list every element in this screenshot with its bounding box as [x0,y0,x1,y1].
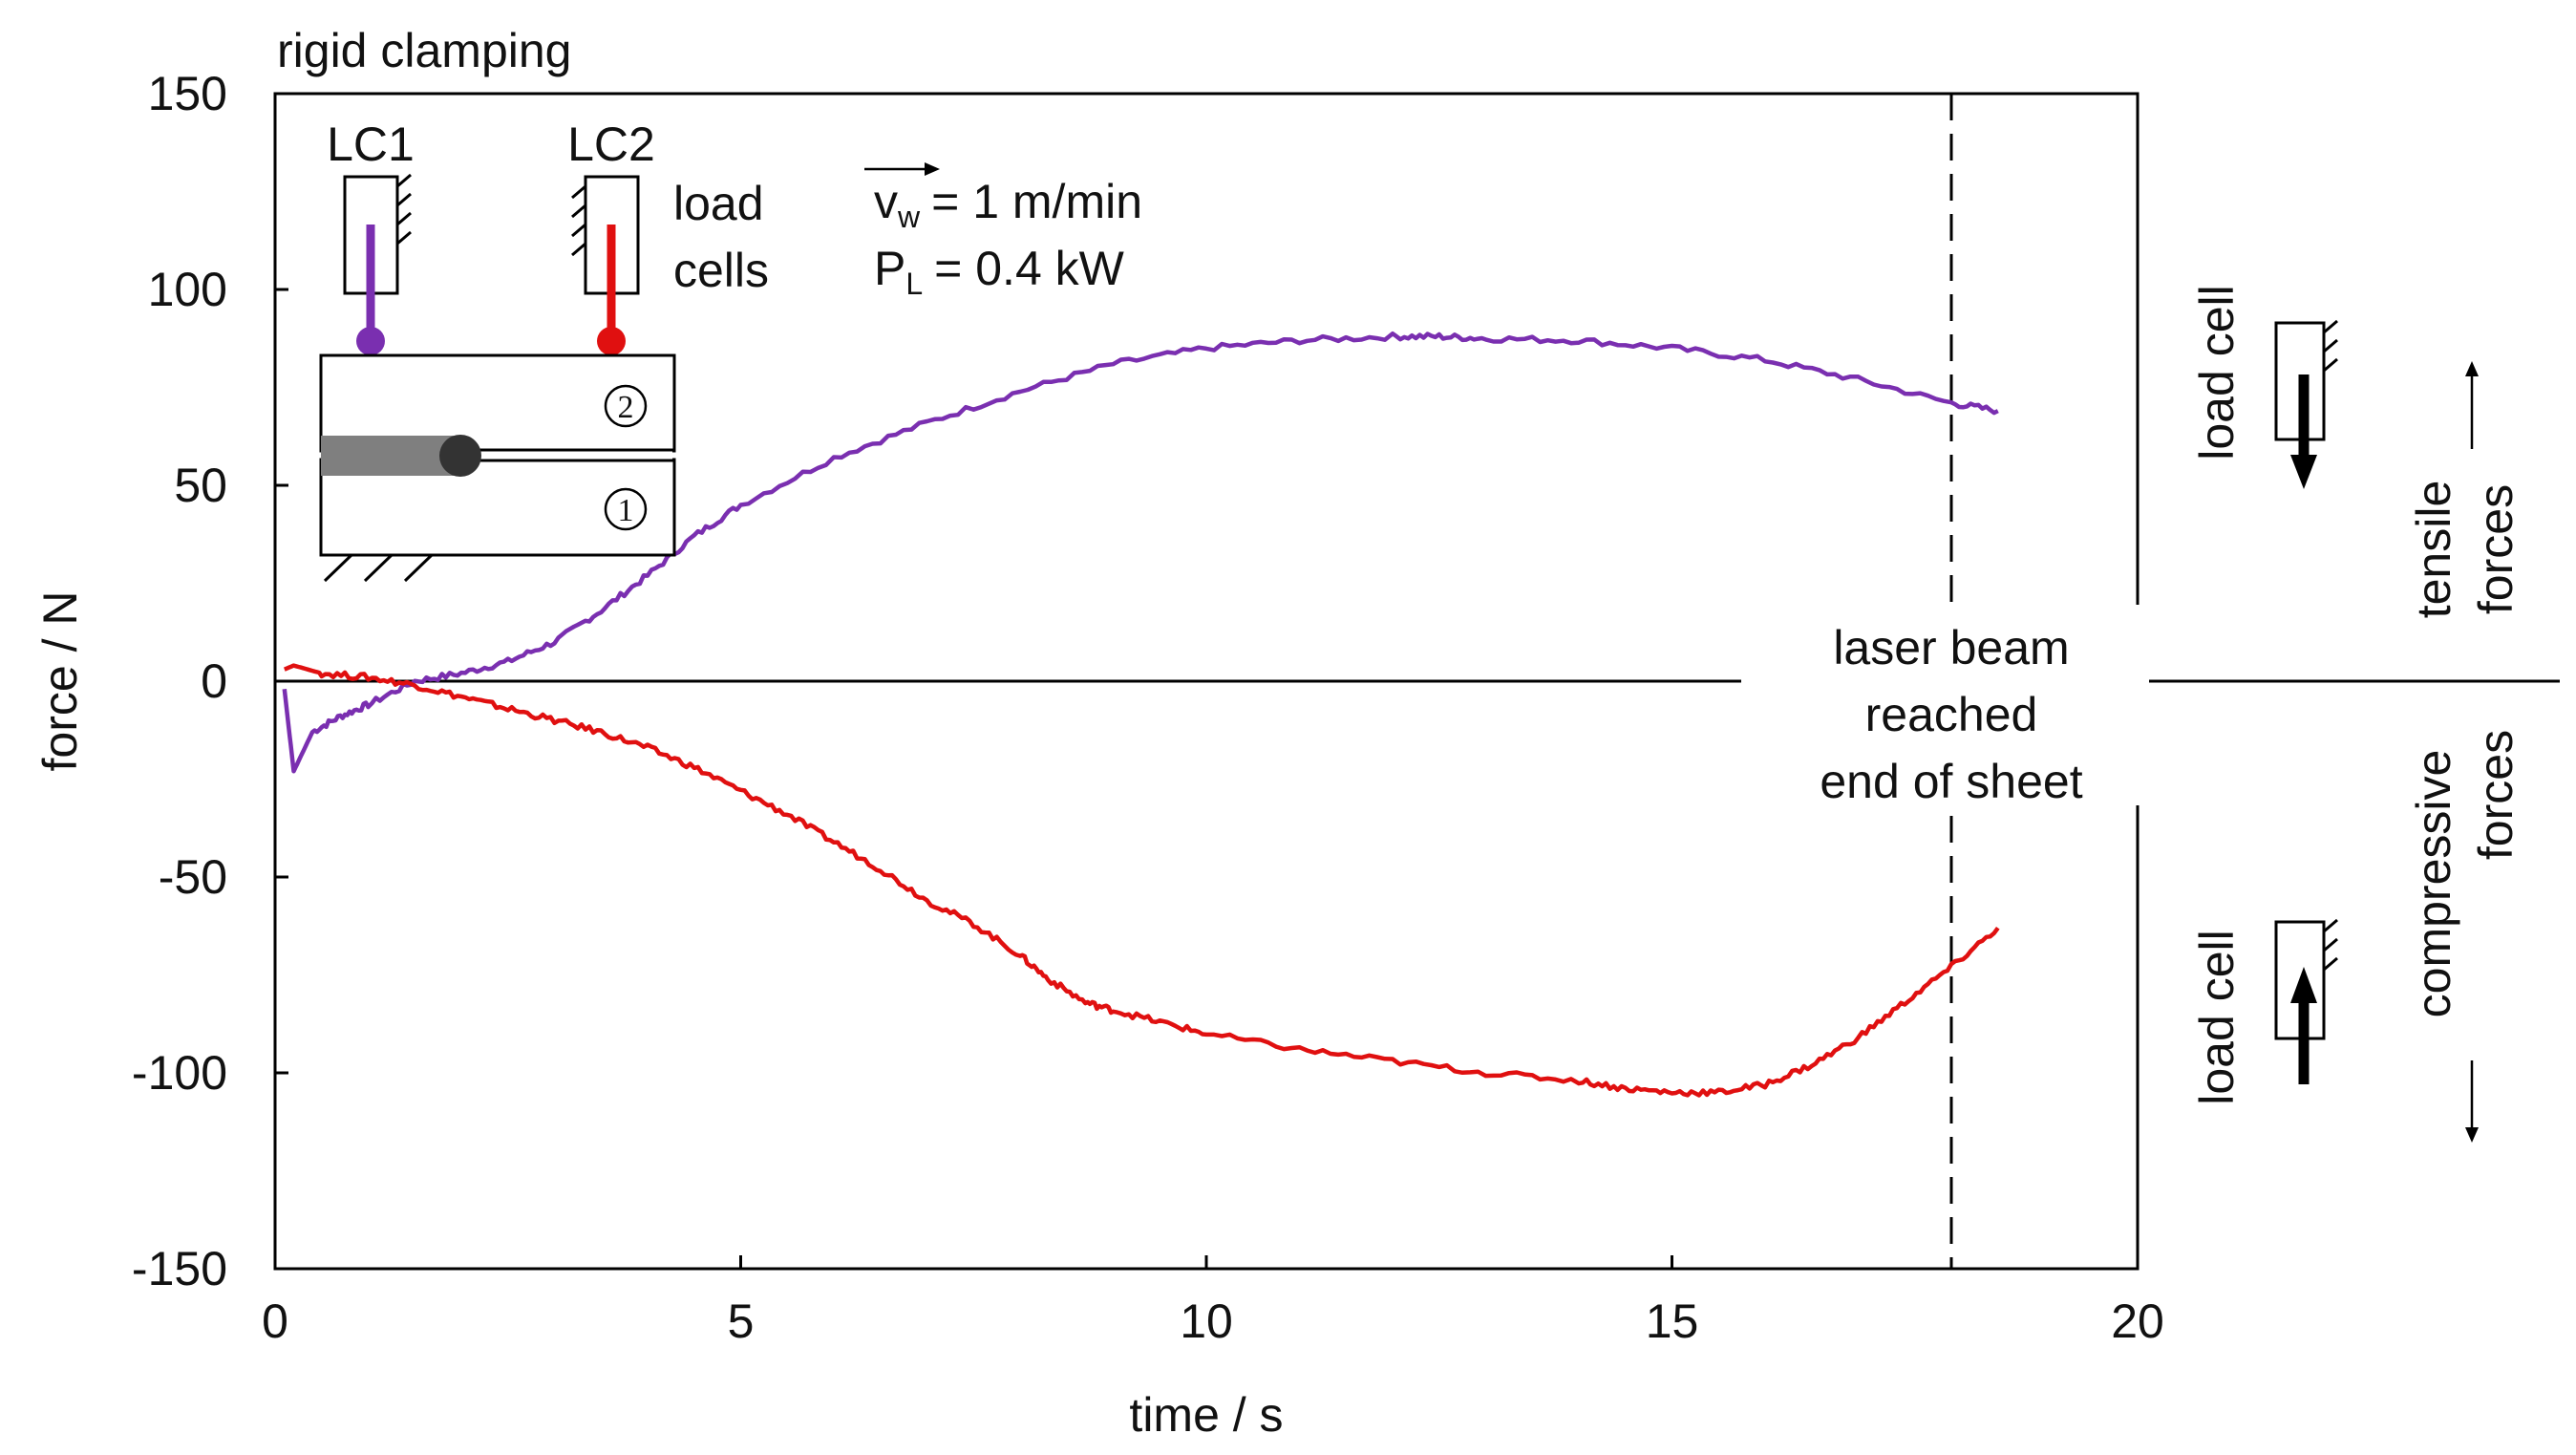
lc1-label: LC1 [327,118,415,171]
load-cells-label-line2: cells [673,244,769,297]
tensile-direction-head [2465,361,2479,376]
laser-label-line: reached [1865,688,2038,741]
sheet-1-marker [604,487,648,531]
power-subscript: L [905,267,923,301]
y-ticks: -150 -100 -50 0 50 100 150 [132,67,288,1295]
y-tick-label: 50 [174,459,227,512]
sheet-2-marker [604,384,648,428]
x-ticks: 0 5 10 15 20 [262,1255,2164,1348]
lc2-hatch [571,184,586,257]
lc1-ball [356,327,385,355]
compressive-forces-label: forces [2469,730,2523,860]
x-tick-label: 0 [262,1295,288,1348]
lc2-label: LC2 [567,118,655,171]
weld-head [439,435,481,477]
velocity-symbol: v [874,175,898,228]
power-param: PL = 0.4 kW [874,242,1125,301]
side-legend: load cell tensile forces load cell compr… [2149,285,2560,1143]
laser-label-line: laser beam [1833,621,2069,674]
weld-seam [321,436,459,476]
y-tick-label: -100 [132,1046,227,1100]
velocity-param: vw = 1 m/min [874,175,1142,234]
x-axis-label: time / s [1129,1388,1283,1442]
y-tick-label: -150 [132,1242,227,1295]
compressive-arrow-head [2290,967,2317,1003]
power-symbol: P [874,242,905,295]
y-tick-label: 100 [148,263,227,316]
tensile-label: tensile [2407,481,2460,619]
power-value: = 0.4 kW [934,242,1124,295]
compressive-load-cell-label: load cell [2190,930,2244,1104]
laser-end-label: laser beam reached end of sheet [1820,621,2082,808]
process-parameters: vw = 1 m/min PL = 0.4 kW [864,162,1142,301]
sheet-gap [323,450,672,460]
compressive-direction-head [2465,1127,2479,1143]
lc1-hatch [396,173,412,246]
tensile-load-cell-hatch [2323,319,2338,373]
tensile-forces-label: forces [2469,484,2523,614]
sheet-2-number: 2 [618,390,634,425]
load-cells-label-line1: load [673,177,764,230]
y-tick-label: 150 [148,67,227,120]
x-tick-label: 15 [1646,1295,1699,1348]
y-tick-label: -50 [159,850,227,904]
series-group [282,331,2000,1098]
laser-label-line: end of sheet [1820,755,2082,808]
x-tick-label: 5 [728,1295,755,1348]
series-line-lc2 [283,663,2000,1098]
compressive-label: compressive [2407,750,2460,1018]
velocity-arrow-head [925,162,940,176]
x-tick-label: 20 [2111,1295,2164,1348]
velocity-value: = 1 m/min [931,175,1142,228]
series-line-lc1 [282,331,1999,774]
ground-hatch [323,553,434,583]
lc2-ball [597,327,626,355]
x-tick-label: 10 [1180,1295,1233,1348]
compressive-load-cell-hatch [2323,918,2338,972]
y-tick-label: 0 [201,654,227,708]
load-cell-schematic: LC1 LC2 2 1 load cells [319,118,769,583]
tensile-arrow-head [2290,455,2317,489]
chart-title: rigid clamping [277,24,571,77]
laser-label-background [1741,605,2161,805]
sheet-1-number: 1 [618,493,634,528]
tensile-load-cell-label: load cell [2190,285,2244,460]
y-axis-label: force / N [33,591,87,772]
velocity-subscript: w [897,200,921,234]
